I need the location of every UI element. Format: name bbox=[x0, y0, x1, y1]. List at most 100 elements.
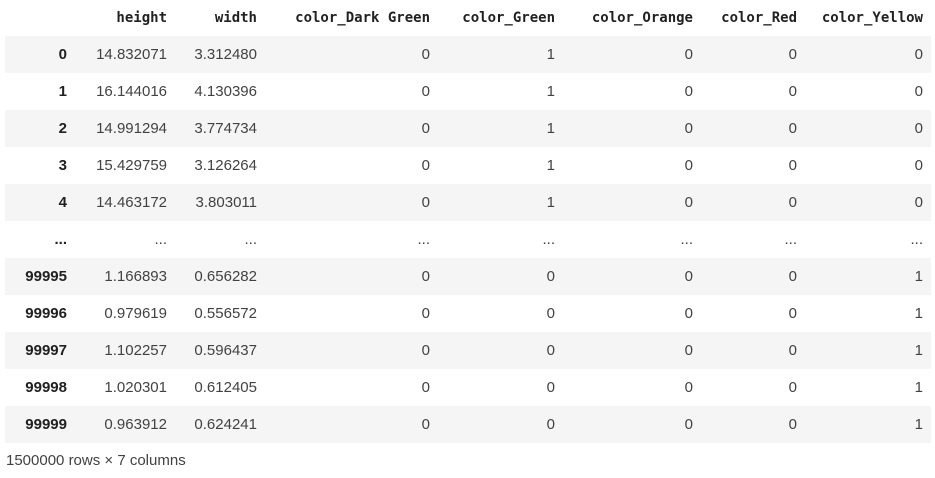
dataframe-shape-summary: 1500000 rows × 7 columns bbox=[6, 452, 186, 469]
table-cell: 1 bbox=[914, 305, 923, 322]
table-row: 2 14.991294 3.774734 0 1 0 0 0 bbox=[5, 110, 931, 147]
table-cell: 0 bbox=[421, 305, 430, 322]
table-cell: 0 bbox=[914, 157, 923, 174]
header-row: height width color_Dark Green color_Gree… bbox=[5, 0, 931, 36]
table-cell: ... bbox=[154, 231, 167, 248]
column-header-color-orange: color_Orange bbox=[591, 10, 693, 26]
row-index: 4 bbox=[58, 194, 67, 211]
table-cell: ... bbox=[542, 231, 555, 248]
table-cell: 1.102257 bbox=[104, 342, 167, 359]
table-cell: 0 bbox=[421, 194, 430, 211]
table-cell: 14.832071 bbox=[96, 46, 167, 63]
row-index: ... bbox=[54, 231, 67, 248]
table-cell: 0 bbox=[421, 157, 430, 174]
table-row: 4 14.463172 3.803011 0 1 0 0 0 bbox=[5, 184, 931, 221]
table-cell: ... bbox=[910, 231, 923, 248]
table-cell: 0 bbox=[684, 342, 693, 359]
table-cell: 0.979619 bbox=[104, 305, 167, 322]
table-cell: ... bbox=[680, 231, 693, 248]
table-cell: 0 bbox=[788, 46, 797, 63]
table-cell: 16.144016 bbox=[96, 83, 167, 100]
table-cell: 1 bbox=[914, 342, 923, 359]
table-row: 0 14.832071 3.312480 0 1 0 0 0 bbox=[5, 36, 931, 73]
table-cell: 1 bbox=[546, 157, 555, 174]
table-cell: 3.312480 bbox=[194, 46, 257, 63]
table-cell: 1 bbox=[546, 46, 555, 63]
table-cell: 0 bbox=[421, 83, 430, 100]
row-index: 3 bbox=[58, 157, 67, 174]
table-cell: 1 bbox=[914, 416, 923, 433]
table-cell: 0 bbox=[914, 46, 923, 63]
table-row: 1 16.144016 4.130396 0 1 0 0 0 bbox=[5, 73, 931, 110]
table-cell: ... bbox=[784, 231, 797, 248]
row-index: 99997 bbox=[25, 342, 67, 359]
table-cell: 3.126264 bbox=[194, 157, 257, 174]
table-cell: 0 bbox=[788, 268, 797, 285]
table-cell: 0.612405 bbox=[194, 379, 257, 396]
table-cell: 1.020301 bbox=[104, 379, 167, 396]
table-cell: 15.429759 bbox=[96, 157, 167, 174]
table-cell: 0 bbox=[914, 120, 923, 137]
table-cell: 14.463172 bbox=[96, 194, 167, 211]
table-cell: 0 bbox=[788, 379, 797, 396]
table-cell: 1 bbox=[546, 194, 555, 211]
table-row: 3 15.429759 3.126264 0 1 0 0 0 bbox=[5, 147, 931, 184]
table-cell: 3.803011 bbox=[195, 194, 257, 211]
column-header-color-red: color_Red bbox=[721, 10, 797, 26]
table-cell: 0 bbox=[684, 194, 693, 211]
table-cell: ... bbox=[417, 231, 430, 248]
table-cell: 0 bbox=[546, 268, 555, 285]
table-row: 99996 0.979619 0.556572 0 0 0 0 1 bbox=[5, 295, 931, 332]
table-row: 99995 1.166893 0.656282 0 0 0 0 1 bbox=[5, 258, 931, 295]
table-cell: 0 bbox=[788, 305, 797, 322]
table-cell: 0.624241 bbox=[194, 416, 257, 433]
table-cell: 0 bbox=[914, 83, 923, 100]
table-cell: 0 bbox=[684, 83, 693, 100]
row-index: 1 bbox=[58, 83, 67, 100]
dataframe-table: height width color_Dark Green color_Gree… bbox=[5, 0, 931, 443]
table-cell: 0.596437 bbox=[194, 342, 257, 359]
table-cell: 4.130396 bbox=[194, 83, 257, 100]
row-index: 99999 bbox=[25, 416, 67, 433]
table-cell: 0 bbox=[546, 379, 555, 396]
table-cell: 0 bbox=[421, 379, 430, 396]
table-cell: 0 bbox=[684, 120, 693, 137]
table-cell: 0 bbox=[914, 194, 923, 211]
table-cell: 0 bbox=[421, 46, 430, 63]
table-cell: 1 bbox=[914, 379, 923, 396]
table-cell: 0.556572 bbox=[194, 305, 257, 322]
table-cell: 0 bbox=[788, 342, 797, 359]
table-cell: 1 bbox=[546, 120, 555, 137]
table-cell: 0 bbox=[788, 120, 797, 137]
table-cell: 0 bbox=[684, 46, 693, 63]
column-header-height: height bbox=[116, 10, 167, 26]
column-header-color-dark-green: color_Dark Green bbox=[295, 10, 430, 26]
table-cell: 0 bbox=[684, 416, 693, 433]
ellipsis-row: ... ... ... ... ... ... ... ... bbox=[5, 221, 931, 258]
row-index: 99996 bbox=[25, 305, 67, 322]
table-cell: 14.991294 bbox=[96, 120, 167, 137]
table-cell: 0 bbox=[788, 416, 797, 433]
column-header-color-green: color_Green bbox=[462, 10, 555, 26]
column-header-width: width bbox=[214, 10, 257, 26]
table-cell: 0.963912 bbox=[104, 416, 167, 433]
row-index: 2 bbox=[58, 120, 67, 137]
table-cell: 0 bbox=[684, 305, 693, 322]
table-cell: 3.774734 bbox=[194, 120, 257, 137]
table-cell: 0 bbox=[788, 194, 797, 211]
table-cell: 0 bbox=[684, 157, 693, 174]
column-header-color-yellow: color_Yellow bbox=[821, 10, 923, 26]
table-row: 99997 1.102257 0.596437 0 0 0 0 1 bbox=[5, 332, 931, 369]
row-index: 99995 bbox=[25, 268, 67, 285]
table-cell: 0 bbox=[788, 83, 797, 100]
table-cell: 0 bbox=[788, 157, 797, 174]
table-cell: 0 bbox=[684, 379, 693, 396]
table-cell: 0 bbox=[421, 120, 430, 137]
table-cell: 0 bbox=[421, 342, 430, 359]
table-row: 99999 0.963912 0.624241 0 0 0 0 1 bbox=[5, 406, 931, 443]
row-index: 0 bbox=[58, 46, 67, 63]
table-cell: 0 bbox=[546, 305, 555, 322]
table-cell: 0 bbox=[546, 342, 555, 359]
dataframe-output: height width color_Dark Green color_Gree… bbox=[5, 0, 931, 443]
table-cell: 0 bbox=[421, 416, 430, 433]
